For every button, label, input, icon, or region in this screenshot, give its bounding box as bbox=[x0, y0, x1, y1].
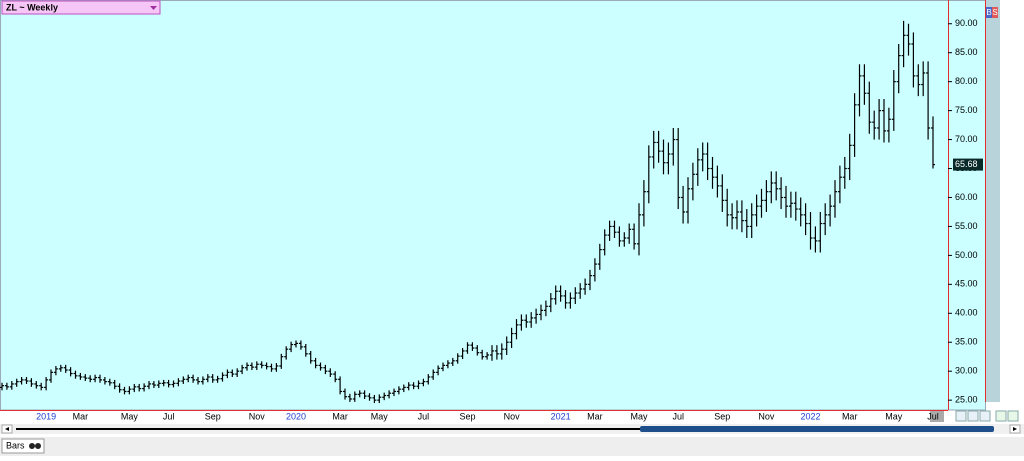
x-tick-label: Mar bbox=[332, 411, 348, 421]
x-tick-label: 2020 bbox=[286, 411, 306, 421]
last-price-box bbox=[953, 158, 983, 171]
date-axis bbox=[0, 411, 948, 423]
x-tick-label: Nov bbox=[758, 411, 775, 421]
tab-bar bbox=[0, 437, 1024, 456]
symbol-title: ZL ~ Weekly bbox=[6, 2, 58, 12]
x-tick-label: May bbox=[121, 411, 139, 421]
y-tick-label: 35.00 bbox=[955, 337, 978, 347]
y-tick-label: 40.00 bbox=[955, 308, 978, 318]
axis-buttons[interactable] bbox=[955, 410, 1019, 422]
y-tick-label: 70.00 bbox=[955, 134, 978, 144]
x-tick-label: Jul bbox=[927, 411, 939, 421]
y-tick-label: 90.00 bbox=[955, 18, 978, 28]
x-tick-label: Sep bbox=[714, 411, 730, 421]
bars-tab[interactable] bbox=[1, 438, 45, 454]
x-tick-label: Mar bbox=[587, 411, 603, 421]
tab-label: Bars bbox=[6, 440, 25, 450]
x-tick-label: Sep bbox=[459, 411, 475, 421]
x-tick-label: Nov bbox=[504, 411, 521, 421]
x-tick-label: May bbox=[371, 411, 389, 421]
x-tick-label: Mar bbox=[73, 411, 89, 421]
x-tick-label: Mar bbox=[842, 411, 858, 421]
y-tick-label: 80.00 bbox=[955, 76, 978, 86]
scroll-left-arrow bbox=[5, 427, 9, 431]
scroll-right-arrow bbox=[1013, 427, 1017, 431]
y-tick-label: 85.00 bbox=[955, 47, 978, 57]
y-tick-label: 75.00 bbox=[955, 105, 978, 115]
y-tick-label: 30.00 bbox=[955, 366, 978, 376]
scroll-track bbox=[16, 428, 992, 430]
last-price-label: 65.68 bbox=[955, 159, 978, 169]
x-tick-label: May bbox=[630, 411, 648, 421]
buy-button[interactable] bbox=[986, 7, 992, 18]
price-bars bbox=[0, 20, 935, 404]
y-tick-label: 45.00 bbox=[955, 279, 978, 289]
date-axis-current bbox=[930, 411, 944, 422]
tab-icon bbox=[29, 443, 35, 449]
y-tick-label: 60.00 bbox=[955, 192, 978, 202]
sell-label: S bbox=[992, 8, 997, 17]
buy-label: B bbox=[986, 8, 991, 17]
y-tick-label: 50.00 bbox=[955, 250, 978, 260]
x-tick-label: 2019 bbox=[36, 411, 56, 421]
dropdown-arrow bbox=[150, 6, 157, 10]
side-panel bbox=[986, 0, 1000, 402]
x-tick-label: 2022 bbox=[800, 411, 820, 421]
x-tick-label: 2021 bbox=[551, 411, 571, 421]
x-tick-label: Sep bbox=[205, 411, 221, 421]
x-tick-label: May bbox=[885, 411, 903, 421]
x-tick-label: Jul bbox=[672, 411, 684, 421]
sell-button[interactable] bbox=[992, 7, 998, 18]
y-tick-label: 25.00 bbox=[955, 395, 978, 405]
scroll-thumb[interactable] bbox=[640, 426, 994, 432]
symbol-selector[interactable] bbox=[1, 0, 161, 15]
x-tick-label: Nov bbox=[249, 411, 266, 421]
x-tick-label: Jul bbox=[418, 411, 430, 421]
plot-area bbox=[0, 0, 986, 411]
tab-icon bbox=[35, 443, 41, 449]
y-tick-label: 55.00 bbox=[955, 221, 978, 231]
x-tick-label: Jul bbox=[163, 411, 175, 421]
